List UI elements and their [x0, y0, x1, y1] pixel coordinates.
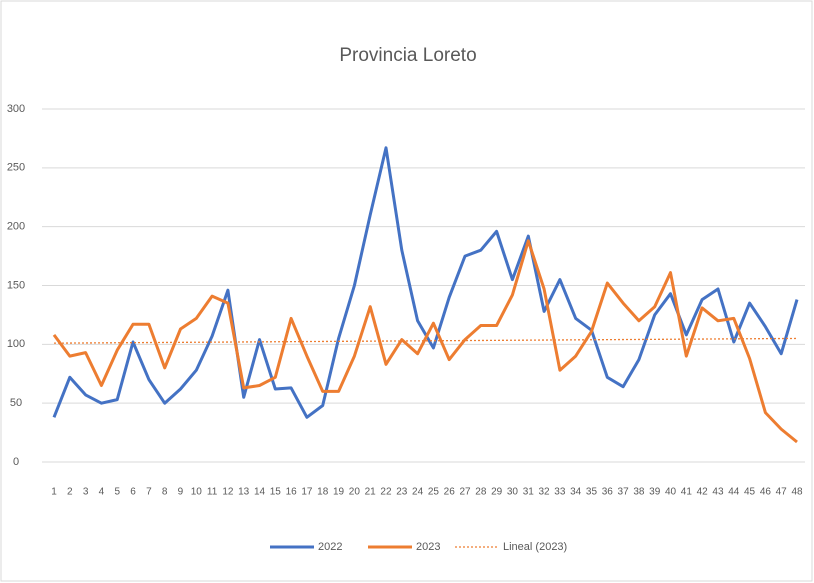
x-tick-label: 42 [697, 487, 709, 498]
chart-title: Provincia Loreto [339, 45, 476, 66]
y-tick-label: 300 [7, 103, 25, 115]
x-tick-label: 31 [523, 487, 535, 498]
x-tick-label: 36 [602, 487, 614, 498]
x-tick-label: 15 [270, 487, 282, 498]
x-tick-label: 38 [633, 487, 645, 498]
x-tick-label: 47 [776, 487, 788, 498]
legend-label: 2022 [318, 541, 342, 553]
legend-label: Lineal (2023) [503, 541, 567, 553]
x-tick-label: 16 [286, 487, 298, 498]
x-tick-label: 48 [791, 487, 803, 498]
x-tick-label: 8 [162, 487, 168, 498]
line-series [52, 146, 799, 419]
x-tick-label: 7 [146, 487, 152, 498]
x-tick-label: 40 [665, 487, 677, 498]
x-tick-label: 26 [444, 487, 456, 498]
y-tick-label: 150 [7, 279, 25, 291]
x-tick-label: 22 [380, 487, 392, 498]
x-tick-label: 33 [554, 487, 566, 498]
x-tick-label: 3 [83, 487, 89, 498]
line-series [52, 239, 798, 444]
x-tick-label: 32 [539, 487, 551, 498]
y-tick-label: 200 [7, 221, 25, 233]
x-tick-label: 37 [618, 487, 630, 498]
x-tick-label: 1 [51, 487, 57, 498]
x-tick-label: 9 [178, 487, 184, 498]
x-tick-label: 6 [130, 487, 136, 498]
x-tick-label: 27 [459, 487, 471, 498]
x-tick-label: 43 [712, 487, 724, 498]
x-tick-label: 46 [760, 487, 772, 498]
x-tick-label: 2 [67, 487, 73, 498]
x-tick-label: 5 [114, 487, 120, 498]
x-tick-label: 45 [744, 487, 756, 498]
x-tick-label: 23 [396, 487, 408, 498]
x-tick-label: 21 [365, 487, 377, 498]
x-tick-label: 14 [254, 487, 266, 498]
y-tick-label: 0 [13, 456, 19, 468]
x-tick-label: 44 [728, 487, 740, 498]
y-tick-label: 250 [7, 162, 25, 174]
x-tick-label: 11 [207, 487, 218, 498]
x-tick-label: 41 [681, 487, 693, 498]
x-tick-label: 20 [349, 487, 361, 498]
x-tick-label: 34 [570, 487, 582, 498]
x-tick-label: 30 [507, 487, 519, 498]
x-tick-label: 35 [586, 487, 598, 498]
x-tick-label: 17 [301, 487, 313, 498]
x-tick-label: 24 [412, 487, 424, 498]
x-tick-label: 12 [222, 487, 234, 498]
y-tick-label: 50 [10, 397, 22, 409]
x-tick-label: 39 [649, 487, 661, 498]
x-tick-label: 19 [333, 487, 345, 498]
x-tick-label: 10 [191, 487, 203, 498]
x-tick-label: 28 [475, 487, 487, 498]
x-tick-label: 13 [238, 487, 250, 498]
legend-label: 2023 [416, 541, 440, 553]
x-tick-label: 25 [428, 487, 440, 498]
y-tick-label: 100 [7, 338, 25, 350]
x-tick-label: 18 [317, 487, 329, 498]
x-tick-label: 4 [99, 487, 105, 498]
x-tick-label: 29 [491, 487, 503, 498]
